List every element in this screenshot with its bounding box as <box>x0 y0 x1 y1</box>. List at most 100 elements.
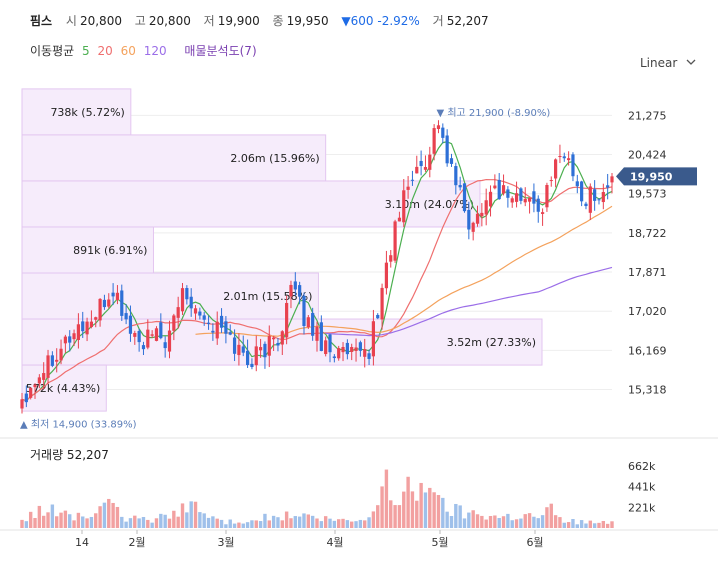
candle-body <box>228 332 232 335</box>
candle-body <box>98 298 102 321</box>
candle-body <box>584 203 588 207</box>
candle-body <box>133 332 137 337</box>
volume-bar <box>389 500 393 528</box>
candle-body <box>185 288 189 300</box>
volume-bar <box>449 515 454 528</box>
scale-dropdown[interactable]: Linear <box>640 56 697 70</box>
candle-body <box>206 322 211 324</box>
candle-body <box>367 353 371 359</box>
candle-body <box>606 185 610 188</box>
volume-profile-label: 738k (5.72%) <box>50 106 124 119</box>
ma60-line <box>195 205 613 337</box>
candle-body <box>276 342 280 346</box>
candle-body <box>341 346 345 353</box>
price-tick-label: 17,020 <box>628 305 667 318</box>
candle-body <box>319 322 323 351</box>
volume-profile-label: 2.06m (15.96%) <box>230 152 319 165</box>
volume-bar <box>224 524 228 528</box>
candle-body <box>176 307 180 318</box>
volume-bar <box>241 523 245 528</box>
volume-bar <box>20 519 24 528</box>
volume-bar <box>402 491 406 528</box>
volume-bar <box>514 519 519 528</box>
candle-body <box>532 191 536 204</box>
candle-body <box>514 193 519 202</box>
candle-body <box>94 317 98 320</box>
candle-body <box>193 308 198 314</box>
volume-bar <box>50 504 55 528</box>
volume-bar <box>46 512 50 528</box>
volume-bar <box>306 514 311 528</box>
open-label: 시 <box>65 14 77 28</box>
volume-bar <box>81 516 85 528</box>
open-value: 20,800 <box>79 14 122 28</box>
volume-bar <box>176 516 180 528</box>
volume-bar <box>471 510 475 528</box>
candle-body <box>59 348 63 361</box>
candle-body <box>345 342 349 355</box>
candle-body <box>358 342 362 351</box>
candle-body <box>20 399 24 409</box>
volume-bar <box>363 520 367 528</box>
volume-bar <box>297 516 302 528</box>
volume-bar <box>193 501 198 528</box>
candle-body <box>380 287 384 320</box>
volume-bar <box>289 518 293 528</box>
volume-profile-legend[interactable]: 매물분석도(7) <box>184 44 257 58</box>
ma120-legend[interactable]: 120 <box>143 44 167 58</box>
volume-bar <box>601 520 606 528</box>
candle-body <box>488 191 493 207</box>
last-price-label: 19,950 <box>630 170 673 183</box>
volume-bar <box>506 513 510 528</box>
x-axis-label: 5월 <box>431 536 448 549</box>
volume-bar <box>358 519 363 528</box>
candle-body <box>480 212 484 217</box>
volume-bar <box>445 511 449 528</box>
x-axis-label: 14 <box>75 536 89 549</box>
volume-bar <box>336 519 341 528</box>
chevron-down-icon <box>686 59 696 65</box>
volume-bar <box>276 517 280 528</box>
volume-bar <box>245 522 250 528</box>
volume-bar <box>341 518 345 528</box>
candle-body <box>324 340 328 355</box>
candle-body <box>111 292 115 297</box>
volume-bar <box>68 514 72 528</box>
volume-bar <box>510 520 514 528</box>
x-axis-label: 2월 <box>128 536 145 549</box>
volume-bar <box>553 515 558 528</box>
x-axis-label: 4월 <box>326 536 343 549</box>
ma60-legend[interactable]: 60 <box>120 44 136 58</box>
candle-body <box>554 159 558 179</box>
volume-bar <box>37 505 42 528</box>
candle-body <box>506 189 510 198</box>
candle-body <box>289 284 293 297</box>
volume-bar <box>172 510 176 528</box>
candle-body <box>467 209 471 230</box>
candle-body <box>250 363 254 368</box>
volume-profile-label: 3.10m (24.07%) <box>385 198 474 211</box>
last-price-tag <box>616 167 697 186</box>
volume-bar <box>189 501 193 528</box>
volume-bar <box>588 520 593 528</box>
volume-bar <box>115 506 120 528</box>
ma5-legend[interactable]: 5 <box>82 44 90 58</box>
volume-bar <box>133 515 137 528</box>
volume-bar <box>540 515 545 528</box>
ma20-legend[interactable]: 20 <box>97 44 113 58</box>
volume-bar <box>332 520 337 528</box>
candle-body <box>501 185 506 194</box>
candle-body <box>519 188 523 201</box>
candle-body <box>445 135 449 164</box>
candle-body <box>580 181 584 202</box>
volume-value: 52,207 <box>446 14 489 28</box>
candle-body <box>545 184 549 208</box>
price-tick-label: 16,169 <box>628 344 667 357</box>
candle-body <box>124 313 128 320</box>
candle-body <box>575 181 579 187</box>
volume-bar <box>232 523 237 528</box>
volume-profile-bar <box>21 272 319 320</box>
candle-body <box>167 330 172 352</box>
candle-body <box>42 373 46 380</box>
